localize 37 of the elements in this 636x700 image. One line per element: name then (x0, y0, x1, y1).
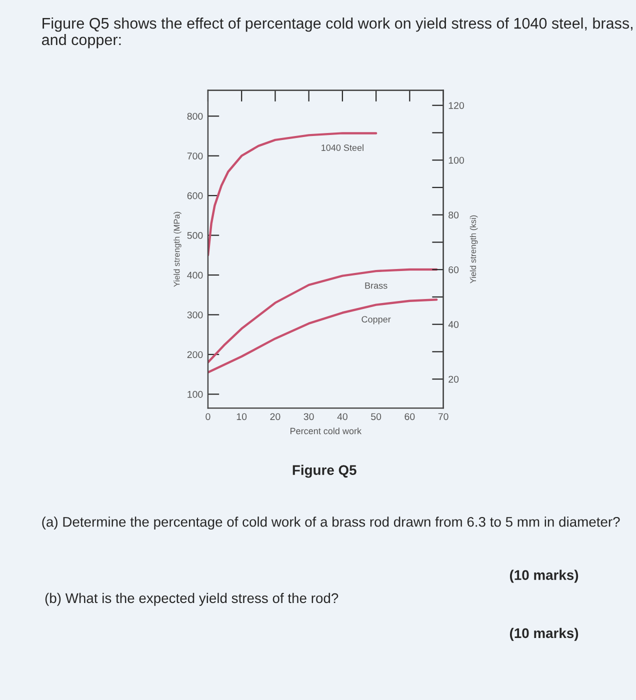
y-tick-label: 700 (187, 152, 203, 160)
y2-tick-label: 100 (448, 156, 464, 164)
y2-tick-label: 20 (448, 376, 459, 383)
y2-tick-label: 60 (448, 266, 459, 274)
x-tick-label: 40 (337, 413, 348, 420)
text: (a) Determine the percentage of cold work of a brass rod drawn from 6.3 to 5 mm in diameter? (42, 516, 620, 530)
text: (10 marks) (510, 570, 578, 583)
y2-tick-label: 40 (448, 321, 459, 328)
x-tick-label: 70 (438, 413, 448, 420)
line-series (208, 132, 378, 256)
series-label: Brass (365, 282, 388, 289)
text: (b) What is the expected yield stress of the rod? (45, 592, 338, 606)
caption: Figure Q5 (292, 464, 356, 478)
y-axis-title: Yield strength (MPa) (174, 212, 182, 287)
y-tick-label: 800 (187, 112, 203, 120)
x-tick-label: 10 (236, 413, 247, 420)
text: (10 marks) (510, 628, 578, 641)
series-label: 1040 Steel (322, 144, 364, 151)
y-tick-label: 200 (187, 351, 203, 358)
line-series (208, 268, 438, 364)
y-tick-label: 500 (187, 232, 203, 239)
line-series (208, 298, 438, 374)
y-tick-label: 100 (188, 390, 203, 398)
x-tick-label: 0 (206, 413, 210, 420)
x-tick-label: 20 (270, 413, 280, 420)
series-label: Copper (362, 316, 391, 324)
y2-tick-label: 120 (448, 102, 464, 109)
y-tick-label: 400 (187, 272, 203, 279)
y2-tick-label: 80 (448, 212, 459, 218)
chart-title: Figure Q5 shows the effect of percentage cold work on yield stress of 1040 steel, brass, and copper: (42, 18, 632, 48)
y-tick-label: 600 (187, 192, 203, 200)
x-tick-label: 30 (304, 413, 314, 420)
x-axis-title: Percent cold work (290, 428, 362, 434)
x-tick-label: 60 (404, 413, 415, 420)
y2-axis-title: Yield strength (ksi) (470, 215, 478, 284)
x-tick-label: 50 (371, 413, 382, 420)
y-tick-label: 300 (187, 311, 203, 318)
